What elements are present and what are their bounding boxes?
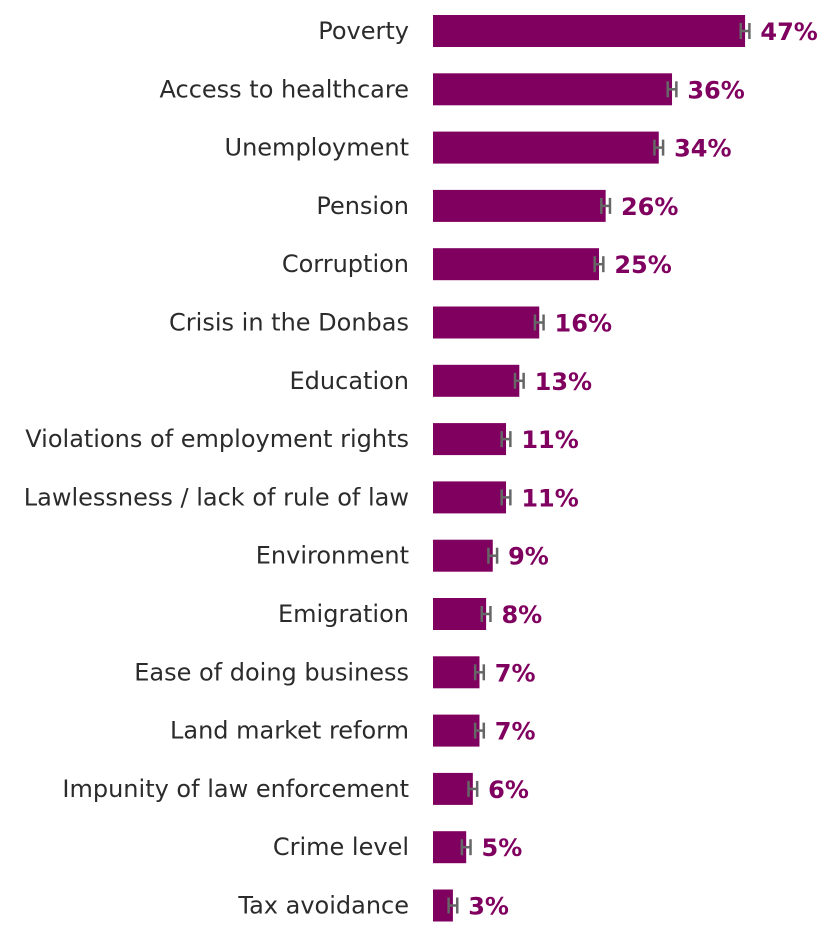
- error-bar-2: [653, 139, 665, 156]
- error-bar-4: [593, 256, 605, 273]
- error-bar-15: [447, 897, 459, 914]
- value-label-2: 34%: [674, 135, 731, 163]
- value-label-6: 13%: [535, 368, 592, 396]
- error-bar-8: [500, 489, 512, 506]
- bar-11: [433, 656, 480, 689]
- category-label-12: Land market reform: [170, 717, 409, 745]
- bar-5: [433, 306, 540, 339]
- error-bar-7: [500, 431, 512, 448]
- error-bar-9: [487, 547, 499, 564]
- error-bar-5: [533, 314, 545, 331]
- error-bar-3: [600, 197, 612, 214]
- category-label-7: Violations of employment rights: [25, 425, 409, 453]
- value-label-9: 9%: [508, 543, 549, 571]
- category-label-5: Crisis in the Donbas: [169, 309, 409, 337]
- error-bar-13: [467, 780, 479, 797]
- value-label-12: 7%: [495, 718, 536, 746]
- value-label-5: 16%: [555, 310, 612, 338]
- error-bar-14: [460, 839, 472, 856]
- category-label-11: Ease of doing business: [134, 658, 409, 686]
- category-label-13: Impunity of law enforcement: [62, 775, 409, 803]
- bar-3: [433, 189, 606, 222]
- bar-12: [433, 714, 480, 747]
- value-label-13: 6%: [488, 776, 529, 804]
- category-label-4: Corruption: [282, 250, 409, 278]
- value-labels-layer: 47% 36% 34% 26% 25% 16% 13% 11% 11% 9% 8% 7% 7% 6% 5% 3…: [468, 18, 818, 921]
- category-label-1: Access to healthcare: [160, 75, 410, 103]
- bar-1: [433, 73, 673, 106]
- category-label-9: Environment: [256, 542, 409, 570]
- category-label-14: Crime level: [273, 833, 409, 861]
- error-bars-layer: [447, 23, 751, 914]
- value-label-1: 36%: [687, 76, 744, 104]
- category-label-0: Poverty: [318, 17, 409, 45]
- error-bar-11: [473, 664, 486, 681]
- category-label-2: Unemployment: [225, 134, 409, 162]
- value-label-3: 26%: [621, 193, 678, 221]
- bar-13: [433, 772, 473, 805]
- category-label-15: Tax avoidance: [237, 892, 409, 920]
- bar-2: [433, 131, 659, 164]
- bar-10: [433, 598, 487, 630]
- error-bar-1: [666, 81, 678, 98]
- bar-6: [433, 364, 520, 397]
- category-label-3: Pension: [316, 192, 409, 220]
- category-label-10: Emigration: [278, 600, 409, 628]
- bar-8: [433, 481, 507, 514]
- value-label-0: 47%: [760, 18, 817, 46]
- category-label-8: Lawlessness / lack of rule of law: [24, 483, 409, 511]
- value-label-10: 8%: [501, 601, 542, 629]
- bars-layer: [433, 15, 746, 922]
- error-bar-0: [739, 23, 751, 39]
- bar-0: [433, 15, 746, 47]
- value-label-15: 3%: [468, 893, 509, 921]
- bar-7: [433, 423, 507, 456]
- error-bar-12: [473, 722, 486, 739]
- category-labels-layer: Poverty Access to healthcare Unemployment P…: [24, 17, 409, 920]
- bar-4: [433, 248, 599, 281]
- bar-9: [433, 539, 493, 572]
- value-label-14: 5%: [482, 834, 523, 862]
- value-label-7: 11%: [521, 426, 578, 454]
- category-label-6: Education: [290, 367, 409, 395]
- error-bar-10: [480, 606, 492, 622]
- value-label-11: 7%: [495, 659, 536, 687]
- value-label-8: 11%: [521, 484, 578, 512]
- error-bar-6: [513, 372, 525, 389]
- value-label-4: 25%: [614, 251, 671, 279]
